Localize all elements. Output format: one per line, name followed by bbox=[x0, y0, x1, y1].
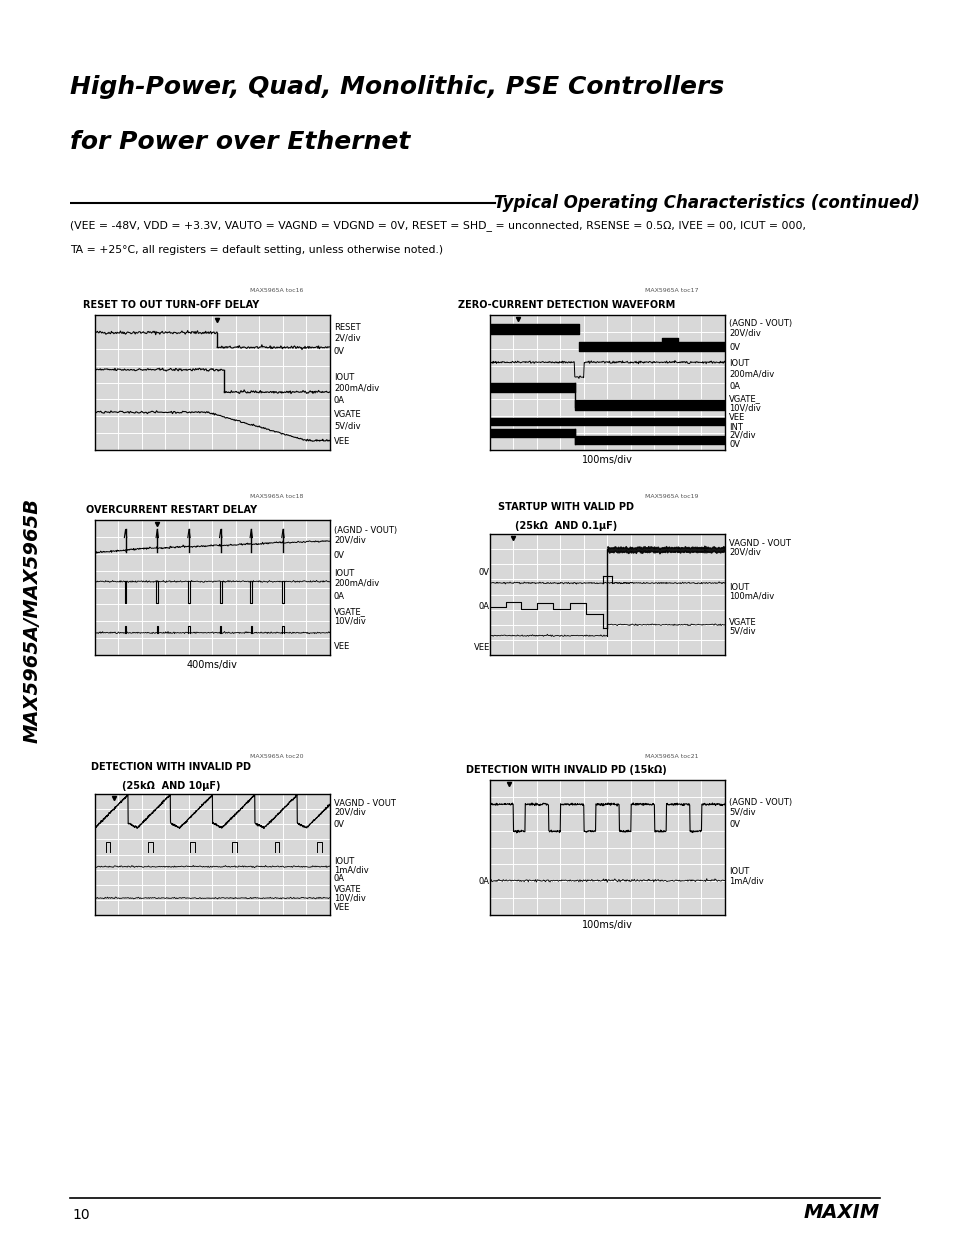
Text: VEE: VEE bbox=[474, 643, 490, 652]
Text: VGATE: VGATE bbox=[728, 618, 756, 627]
Text: DETECTION WITH INVALID PD (15kΩ): DETECTION WITH INVALID PD (15kΩ) bbox=[465, 764, 666, 774]
Text: VEE: VEE bbox=[334, 437, 350, 446]
Text: for Power over Ethernet: for Power over Ethernet bbox=[70, 130, 410, 154]
Text: IOUT: IOUT bbox=[728, 583, 748, 592]
Text: (25kΩ  AND 10μF): (25kΩ AND 10μF) bbox=[122, 781, 220, 790]
Text: 0A: 0A bbox=[478, 877, 490, 885]
Text: 100ms/div: 100ms/div bbox=[581, 920, 632, 930]
Text: VGATE: VGATE bbox=[334, 410, 361, 420]
Text: 0A: 0A bbox=[728, 382, 740, 391]
Text: VGATE_: VGATE_ bbox=[334, 608, 366, 616]
Text: MAX5965A toc20: MAX5965A toc20 bbox=[250, 753, 304, 758]
Text: 400ms/div: 400ms/div bbox=[187, 659, 237, 671]
Text: VAGND - VOUT: VAGND - VOUT bbox=[334, 799, 395, 808]
Text: VGATE: VGATE bbox=[334, 885, 361, 894]
Text: 100ms/div: 100ms/div bbox=[581, 454, 632, 466]
Text: VEE: VEE bbox=[728, 412, 744, 422]
Text: 1mA/div: 1mA/div bbox=[728, 877, 763, 885]
Text: 200mA/div: 200mA/div bbox=[334, 383, 379, 393]
Text: (AGND - VOUT): (AGND - VOUT) bbox=[728, 799, 791, 808]
Text: 0V: 0V bbox=[728, 343, 740, 352]
Text: MAX5965A toc16: MAX5965A toc16 bbox=[251, 289, 303, 294]
Text: 2V/div: 2V/div bbox=[728, 431, 755, 440]
Text: 10V/div: 10V/div bbox=[334, 616, 366, 626]
Text: 20V/div: 20V/div bbox=[728, 329, 760, 337]
Text: VEE: VEE bbox=[334, 903, 350, 913]
Text: 0A: 0A bbox=[334, 395, 345, 405]
Text: High-Power, Quad, Monolithic, PSE Controllers: High-Power, Quad, Monolithic, PSE Contro… bbox=[70, 75, 723, 99]
Text: 200mA/div: 200mA/div bbox=[334, 579, 379, 588]
Text: IOUT: IOUT bbox=[334, 857, 354, 866]
Text: DETECTION WITH INVALID PD: DETECTION WITH INVALID PD bbox=[91, 762, 251, 772]
Text: 0V: 0V bbox=[334, 820, 345, 829]
Text: IOUT: IOUT bbox=[728, 359, 748, 368]
Text: MAX5965A toc19: MAX5965A toc19 bbox=[644, 494, 699, 499]
Text: MAXIM: MAXIM bbox=[803, 1203, 879, 1221]
Text: 10V/div: 10V/div bbox=[334, 894, 366, 903]
Text: IOUT: IOUT bbox=[334, 373, 354, 382]
Text: 0A: 0A bbox=[478, 603, 490, 611]
Text: STARTUP WITH VALID PD: STARTUP WITH VALID PD bbox=[497, 501, 634, 513]
Text: (AGND - VOUT): (AGND - VOUT) bbox=[334, 526, 396, 535]
Text: 0V: 0V bbox=[334, 551, 345, 559]
Text: 0V: 0V bbox=[728, 440, 740, 450]
Text: MAX5965A toc21: MAX5965A toc21 bbox=[644, 753, 699, 758]
Text: VGATE_: VGATE_ bbox=[728, 394, 760, 403]
Text: MAX5965A toc18: MAX5965A toc18 bbox=[251, 494, 303, 499]
Text: 0V: 0V bbox=[478, 568, 490, 577]
Text: 200mA/div: 200mA/div bbox=[728, 370, 774, 379]
Text: 10V/div: 10V/div bbox=[728, 404, 760, 412]
Text: 1mA/div: 1mA/div bbox=[334, 866, 369, 874]
Text: 0A: 0A bbox=[334, 593, 345, 601]
Text: ZERO-CURRENT DETECTION WAVEFORM: ZERO-CURRENT DETECTION WAVEFORM bbox=[457, 300, 675, 310]
Text: VAGND - VOUT: VAGND - VOUT bbox=[728, 540, 790, 548]
Text: RESET TO OUT TURN-OFF DELAY: RESET TO OUT TURN-OFF DELAY bbox=[83, 300, 259, 310]
Text: Typical Operating Characteristics (continued): Typical Operating Characteristics (conti… bbox=[494, 194, 919, 211]
Text: (VEE = -48V, VDD = +3.3V, VAUTO = VAGND = VDGND = 0V, RESET = SHD_ = unconnected: (VEE = -48V, VDD = +3.3V, VAUTO = VAGND … bbox=[70, 220, 805, 231]
Text: MAX5965A toc17: MAX5965A toc17 bbox=[644, 289, 699, 294]
Text: (AGND - VOUT): (AGND - VOUT) bbox=[728, 319, 791, 327]
Text: VEE: VEE bbox=[334, 642, 350, 651]
Text: 0V: 0V bbox=[728, 820, 740, 829]
Text: 5V/div: 5V/div bbox=[728, 626, 755, 635]
Text: TA = +25°C, all registers = default setting, unless otherwise noted.): TA = +25°C, all registers = default sett… bbox=[70, 245, 442, 254]
Text: 5V/div: 5V/div bbox=[728, 808, 755, 816]
Text: 5V/div: 5V/div bbox=[334, 421, 360, 430]
Text: 0A: 0A bbox=[334, 874, 345, 883]
Text: (25kΩ  AND 0.1μF): (25kΩ AND 0.1μF) bbox=[515, 521, 617, 531]
Text: IOUT: IOUT bbox=[334, 569, 354, 578]
Text: OVERCURRENT RESTART DELAY: OVERCURRENT RESTART DELAY bbox=[86, 505, 256, 515]
Text: IOUT: IOUT bbox=[728, 867, 748, 877]
Text: 20V/div: 20V/div bbox=[334, 536, 366, 545]
Text: 100mA/div: 100mA/div bbox=[728, 592, 774, 600]
Text: 20V/div: 20V/div bbox=[728, 547, 760, 557]
Text: 20V/div: 20V/div bbox=[334, 808, 366, 816]
Text: INT: INT bbox=[728, 422, 742, 431]
Text: 10: 10 bbox=[71, 1208, 90, 1221]
Text: RESET: RESET bbox=[334, 322, 360, 332]
Text: MAX5965A/MAX5965B: MAX5965A/MAX5965B bbox=[23, 498, 42, 742]
Text: 0V: 0V bbox=[334, 347, 345, 356]
Text: 2V/div: 2V/div bbox=[334, 333, 360, 342]
